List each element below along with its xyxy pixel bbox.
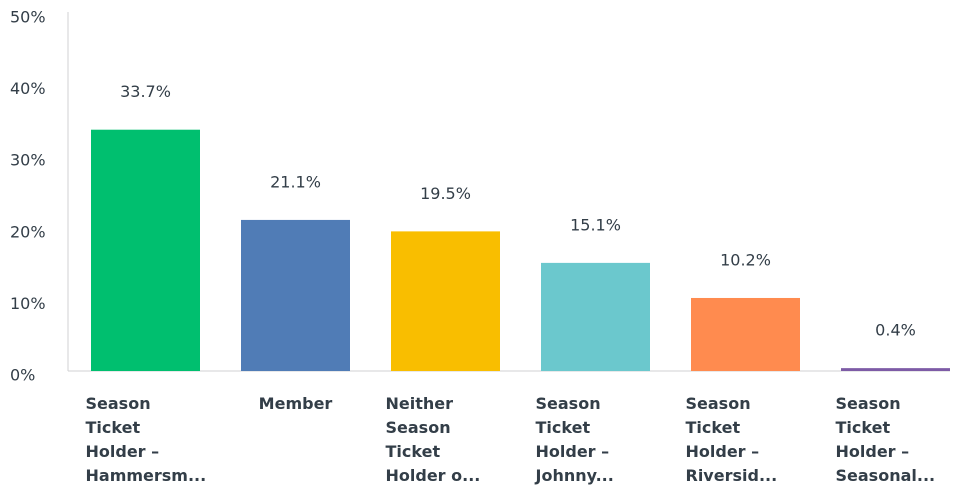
x-tick-label: Season Ticket Holder – Johnny... bbox=[521, 392, 671, 488]
x-tick-label: Season Ticket Holder – Hammersm... bbox=[71, 392, 221, 488]
y-tick-label: 20% bbox=[10, 222, 46, 241]
y-tick-label: 0% bbox=[10, 366, 35, 385]
value-label: 33.7% bbox=[120, 82, 171, 101]
value-label: 19.5% bbox=[420, 184, 471, 203]
bar bbox=[841, 368, 950, 371]
category-text: Season Ticket Holder – Johnny... bbox=[535, 394, 614, 485]
category-text: Season Ticket Holder – Riversid... bbox=[685, 394, 778, 485]
bar bbox=[541, 262, 650, 371]
bar bbox=[91, 129, 200, 371]
category-text: Season Ticket Holder – Hammersm... bbox=[85, 394, 207, 485]
x-tick-label: Member bbox=[221, 392, 371, 416]
category-text: Member bbox=[258, 394, 333, 413]
y-tick-label: 50% bbox=[10, 8, 46, 27]
value-label: 15.1% bbox=[570, 215, 621, 234]
x-tick-label: Neither Season Ticket Holder o... bbox=[371, 392, 521, 488]
bar bbox=[241, 219, 350, 371]
category-text: Season Ticket Holder – Seasonal... bbox=[835, 394, 936, 485]
bar bbox=[391, 231, 500, 371]
category-text: Neither Season Ticket Holder o... bbox=[385, 394, 481, 485]
value-label: 21.1% bbox=[270, 172, 321, 191]
y-tick-label: 10% bbox=[10, 294, 46, 313]
x-tick-label: Season Ticket Holder – Seasonal... bbox=[821, 392, 958, 488]
value-label: 10.2% bbox=[720, 250, 771, 269]
y-tick-label: 30% bbox=[10, 151, 46, 170]
y-tick-label: 40% bbox=[10, 79, 46, 98]
x-tick-label: Season Ticket Holder – Riversid... bbox=[671, 392, 821, 488]
value-label: 0.4% bbox=[875, 321, 916, 340]
bar bbox=[691, 297, 800, 371]
